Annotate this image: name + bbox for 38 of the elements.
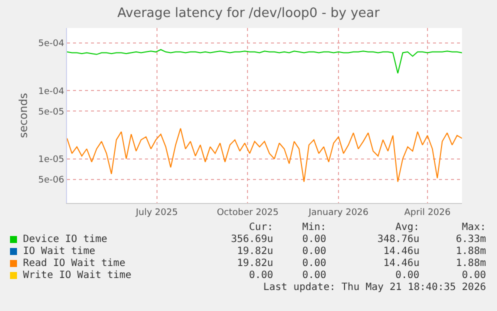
y-tick-label: 5e-04: [38, 39, 64, 50]
text: Max:: [460, 222, 486, 234]
text: Avg:: [394, 222, 420, 234]
text: 19.82u: [236, 258, 274, 270]
y-tick-label: 5e-06: [38, 176, 64, 186]
text: 0.00: [301, 270, 326, 282]
legend-label: Write IO Wait time: [22, 270, 132, 282]
x-tick-label: October 2025: [216, 208, 279, 218]
x-tick-label: January 2026: [308, 208, 369, 218]
text: 1.88m: [454, 258, 486, 270]
legend-label: Device IO time: [22, 234, 108, 246]
y-axis-title: seconds: [16, 92, 30, 138]
text: 0.00: [248, 270, 274, 282]
chart-title: Average latency for /dev/loop0 - by year: [117, 6, 380, 21]
text: 1.88m: [454, 246, 486, 258]
text: 348.76u: [376, 234, 420, 246]
y-tick-label: 5e-05: [38, 107, 64, 118]
text: 14.46u: [382, 246, 420, 258]
text: 0.00: [301, 234, 326, 246]
text: 0.00: [460, 270, 486, 282]
line-series: [67, 128, 462, 182]
text: 19.82u: [236, 246, 274, 258]
legend-label: IO Wait time: [22, 246, 96, 258]
y-tick-label: 1e-04: [38, 86, 64, 97]
text: Min:: [301, 222, 326, 234]
text: 6.33m: [454, 234, 486, 246]
text: 0.00: [394, 270, 420, 282]
line-series: [67, 49, 462, 74]
text: 356.69u: [230, 234, 274, 246]
x-tick-label: April 2026: [404, 208, 451, 218]
text: Cur:: [248, 222, 274, 234]
text: 0.00: [301, 258, 326, 270]
text: 0.00: [301, 246, 326, 258]
x-tick-label: July 2025: [134, 208, 178, 218]
y-tick-label: 1e-05: [38, 154, 64, 165]
text: Last update: Thu May 21 18:40:35 2026: [262, 282, 486, 294]
text: 14.46u: [382, 258, 420, 270]
legend-label: Read IO Wait time: [22, 258, 126, 270]
